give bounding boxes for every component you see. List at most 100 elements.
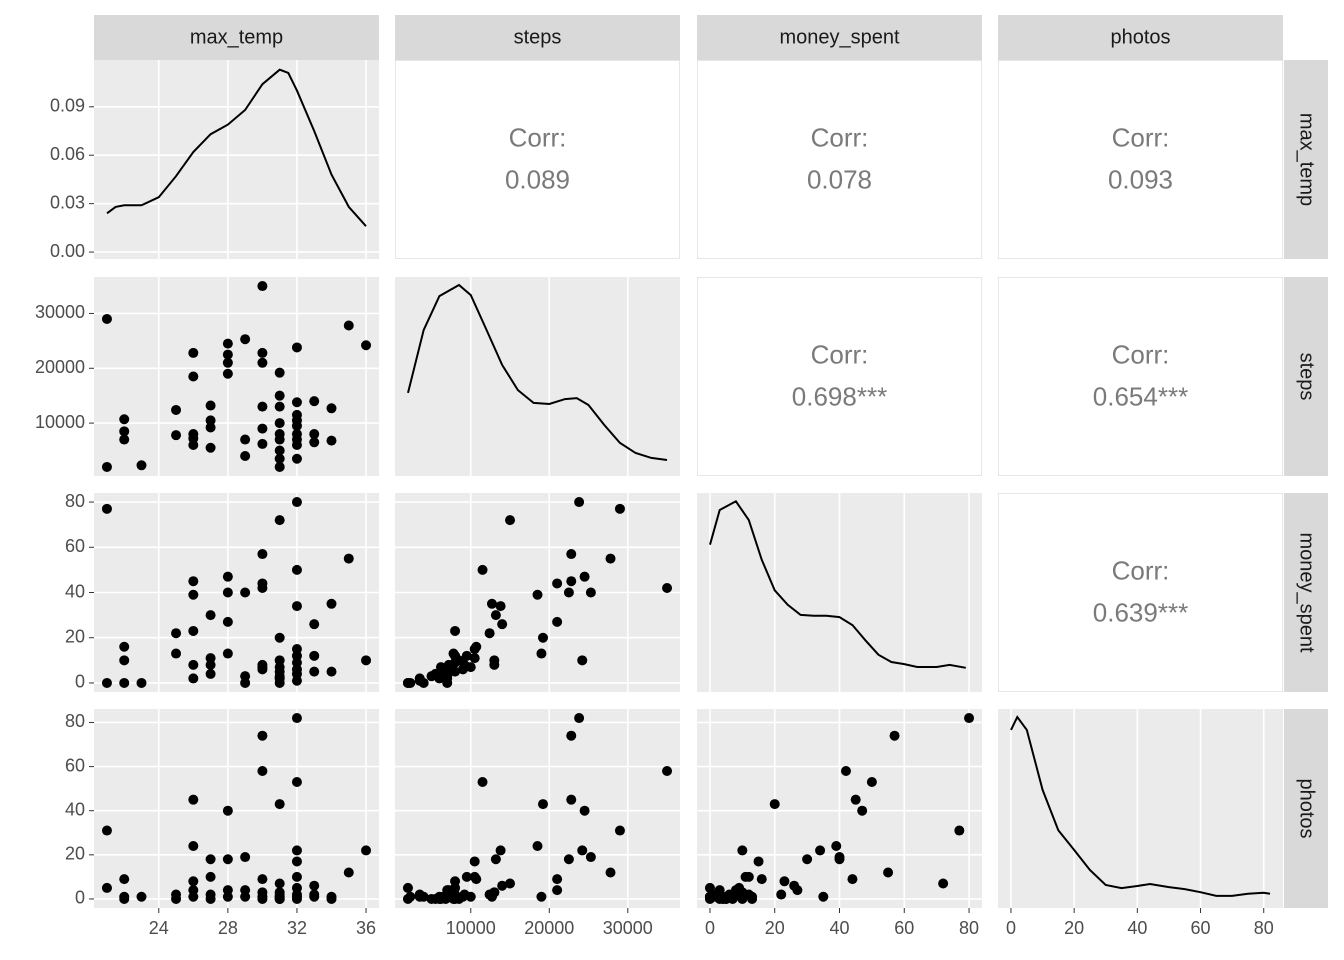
point	[171, 430, 182, 441]
point	[505, 878, 516, 889]
point	[171, 628, 182, 639]
point	[721, 893, 732, 904]
point	[171, 648, 182, 659]
point	[257, 578, 268, 589]
point	[205, 659, 216, 670]
strip-right	[1284, 60, 1328, 259]
point	[274, 453, 285, 464]
point	[240, 852, 251, 863]
point	[205, 871, 216, 882]
point	[205, 610, 216, 621]
x-tick-label: 40	[829, 918, 849, 938]
point	[457, 664, 468, 675]
point	[101, 677, 112, 688]
point	[469, 856, 480, 867]
point	[101, 882, 112, 893]
point	[840, 765, 851, 776]
x-tick-label: 0	[705, 918, 715, 938]
corr-panel	[697, 60, 982, 259]
point	[291, 564, 302, 575]
point	[566, 730, 577, 741]
point	[222, 587, 233, 598]
point	[257, 730, 268, 741]
panel	[998, 709, 1283, 908]
point	[309, 429, 320, 440]
point	[274, 799, 285, 810]
point	[274, 390, 285, 401]
point	[222, 571, 233, 582]
point	[291, 397, 302, 408]
point	[566, 576, 577, 587]
point	[240, 450, 251, 461]
point	[402, 893, 413, 904]
point	[566, 794, 577, 805]
point	[119, 434, 130, 445]
corr-title: Corr:	[1112, 122, 1170, 152]
corr-value: 0.093	[1108, 164, 1173, 194]
point	[188, 794, 199, 805]
strip-right	[1284, 709, 1328, 908]
point	[101, 313, 112, 324]
point	[818, 891, 829, 902]
point	[309, 650, 320, 661]
point	[326, 666, 337, 677]
point	[563, 854, 574, 865]
x-tick-label: 60	[1191, 918, 1211, 938]
point	[457, 891, 468, 902]
point	[361, 340, 372, 351]
point	[450, 666, 461, 677]
point	[440, 666, 451, 677]
point	[136, 460, 147, 471]
point	[240, 677, 251, 688]
point	[450, 650, 461, 661]
point	[222, 648, 233, 659]
point	[119, 426, 130, 437]
y-tick-label: 80	[65, 711, 85, 731]
point	[537, 632, 548, 643]
point	[188, 876, 199, 887]
point	[426, 671, 437, 682]
point	[291, 856, 302, 867]
point	[743, 871, 754, 882]
y-tick-label: 0.06	[50, 144, 85, 164]
point	[257, 357, 268, 368]
point	[577, 845, 588, 856]
point	[486, 598, 497, 609]
point	[326, 403, 337, 414]
y-tick-label: 20	[65, 626, 85, 646]
point	[954, 825, 965, 836]
point	[257, 438, 268, 449]
point	[532, 841, 543, 852]
density-curve	[1010, 715, 1271, 897]
corr-title: Corr:	[1112, 555, 1170, 585]
x-tick-label: 80	[1254, 918, 1274, 938]
point	[883, 867, 894, 878]
point	[537, 799, 548, 810]
point	[274, 878, 285, 889]
point	[309, 880, 320, 891]
y-tick-label: 20000	[35, 357, 85, 377]
point	[737, 845, 748, 856]
point	[257, 893, 268, 904]
point	[789, 880, 800, 891]
point	[579, 805, 590, 816]
point	[309, 891, 320, 902]
strip-right	[1284, 493, 1328, 692]
point	[291, 497, 302, 508]
point	[552, 616, 563, 627]
point	[119, 677, 130, 688]
point	[469, 644, 480, 655]
x-tick-label: 60	[894, 918, 914, 938]
point	[326, 598, 337, 609]
point	[257, 662, 268, 673]
point	[477, 564, 488, 575]
point	[536, 648, 547, 659]
point	[274, 632, 285, 643]
point	[708, 891, 719, 902]
corr-panel	[697, 277, 982, 476]
point	[222, 357, 233, 368]
point	[605, 867, 616, 878]
point	[205, 442, 216, 453]
point	[291, 891, 302, 902]
